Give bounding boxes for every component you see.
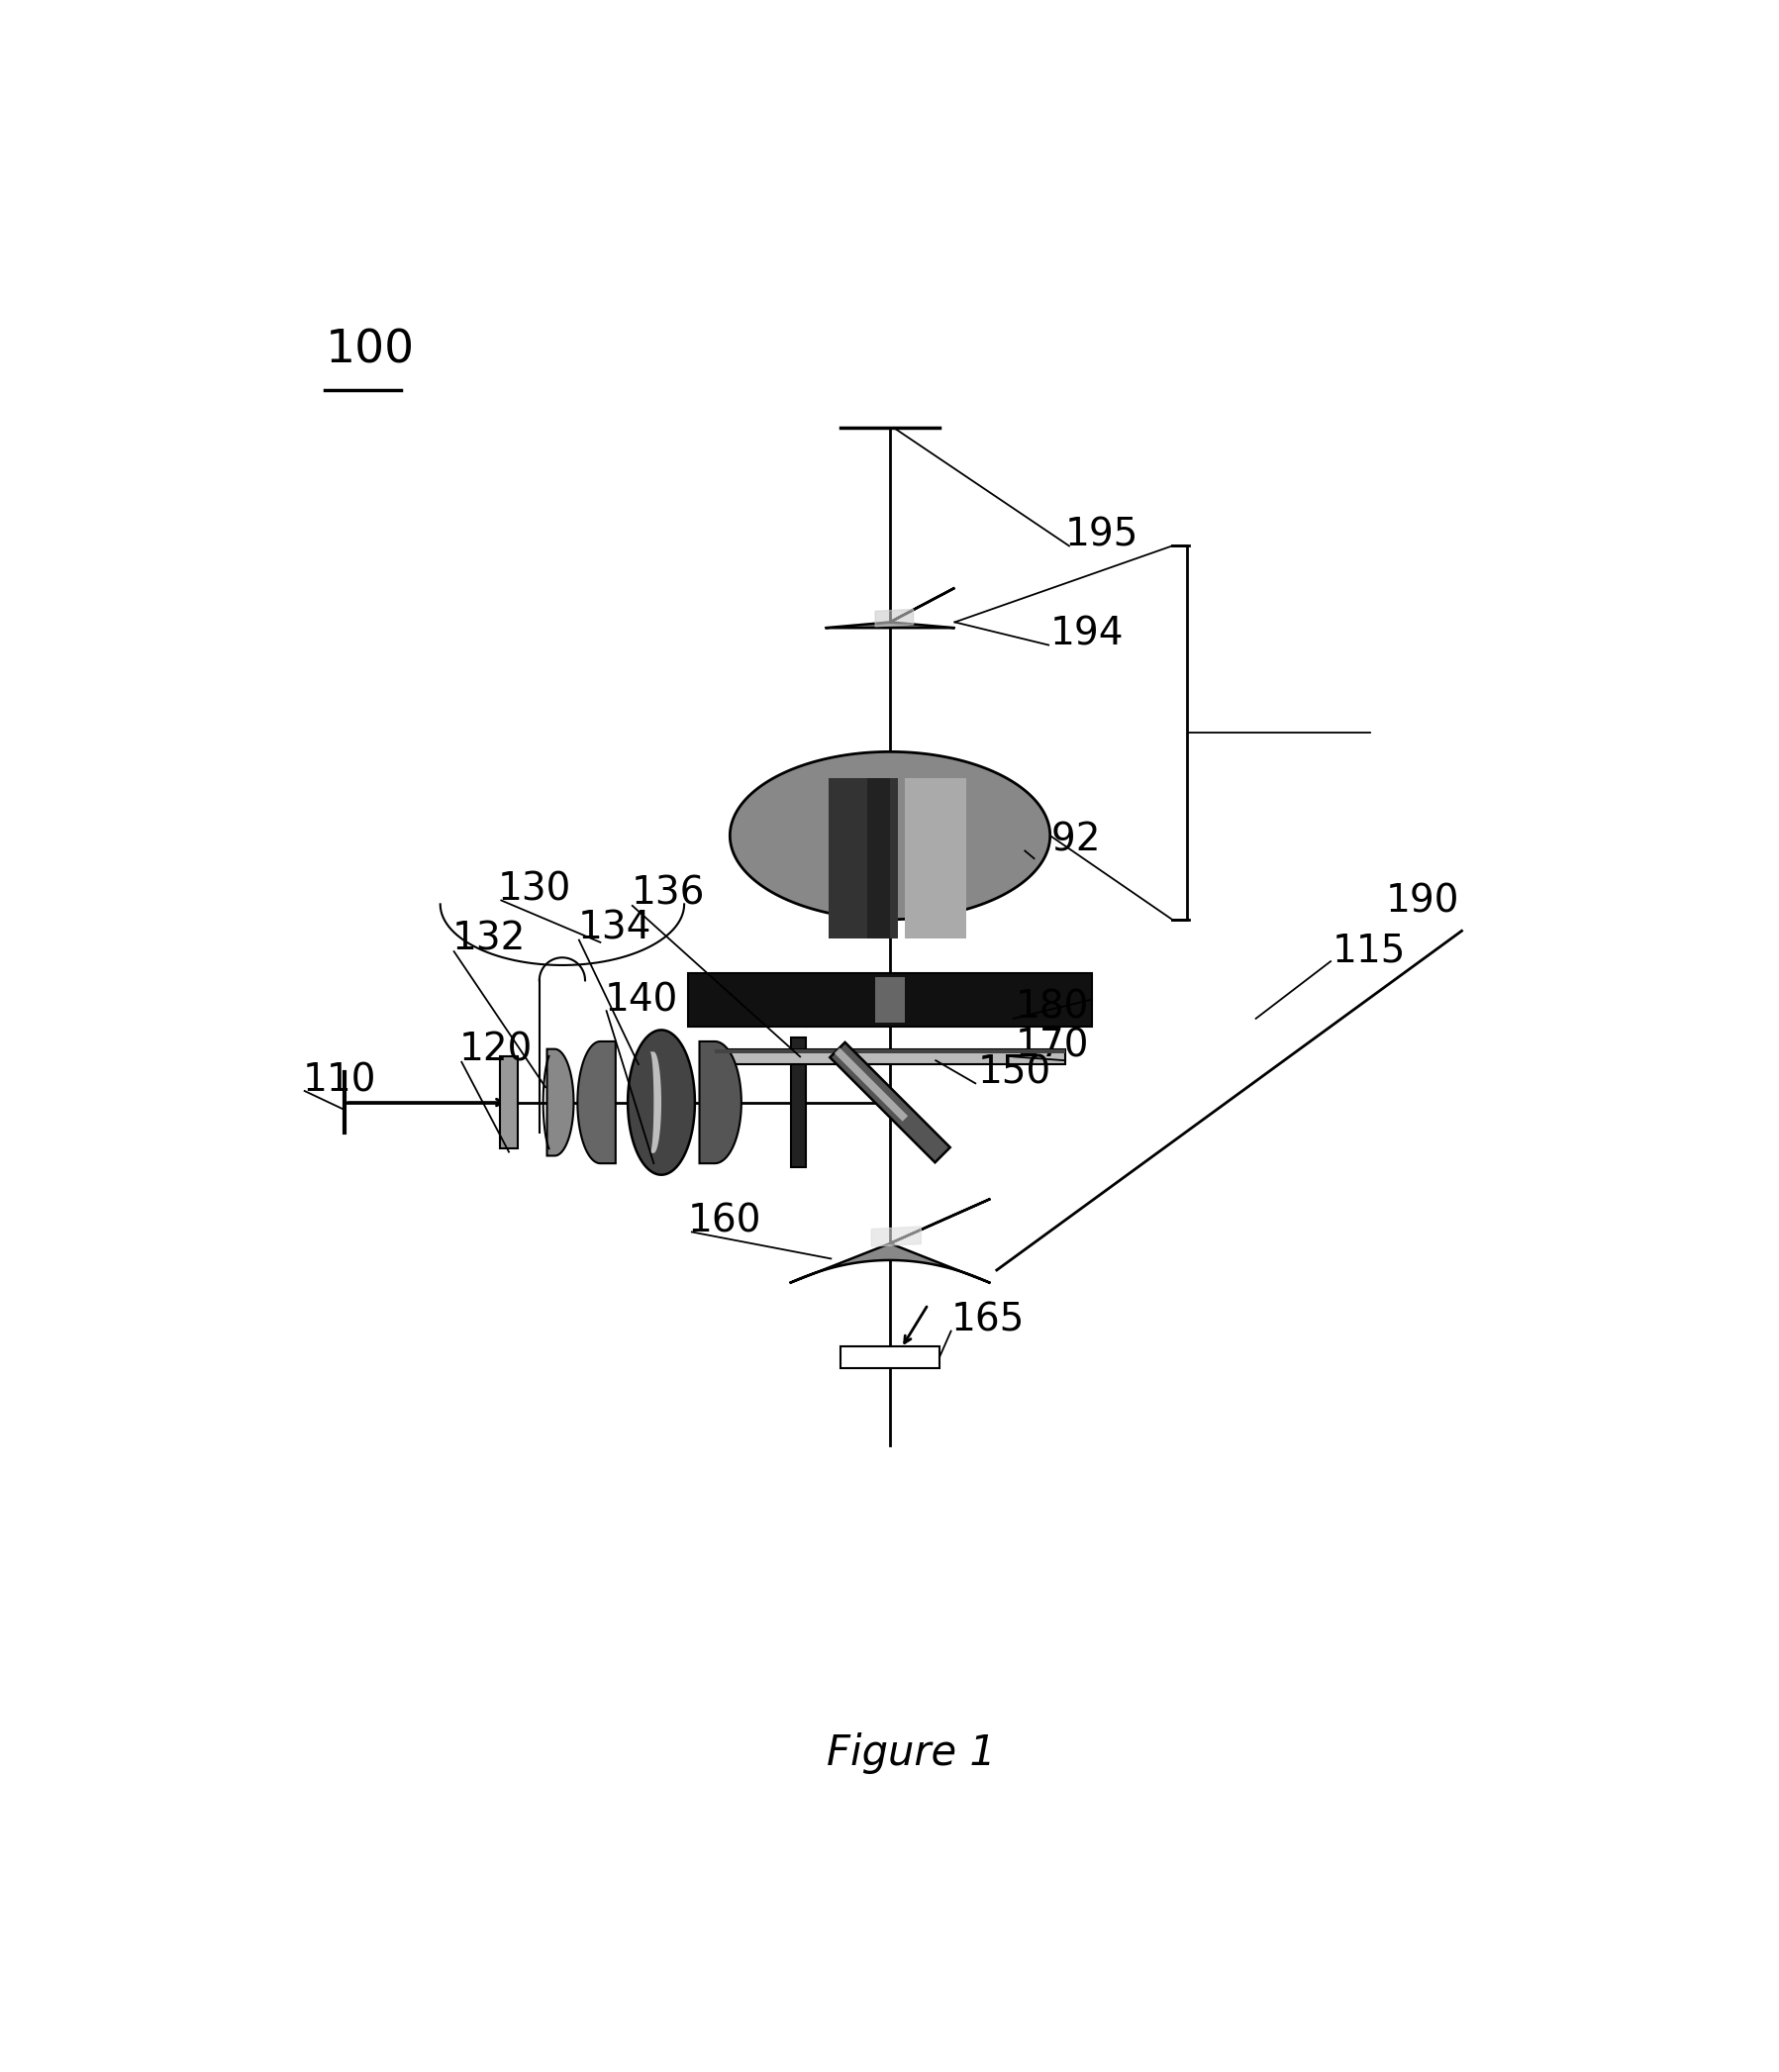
- Text: 192: 192: [1026, 821, 1101, 858]
- Polygon shape: [831, 1042, 950, 1162]
- Text: 115: 115: [1332, 932, 1405, 970]
- Bar: [875, 976, 906, 1021]
- Text: 136: 136: [632, 874, 704, 912]
- Polygon shape: [628, 1030, 696, 1175]
- Polygon shape: [825, 588, 955, 628]
- Text: 132: 132: [452, 920, 525, 957]
- Polygon shape: [834, 1048, 907, 1121]
- Bar: [500, 1057, 518, 1148]
- Text: 140: 140: [605, 982, 678, 1019]
- Text: 190: 190: [1386, 883, 1459, 920]
- Text: 120: 120: [459, 1030, 534, 1069]
- Text: 110: 110: [302, 1061, 377, 1098]
- Text: 170: 170: [1016, 1028, 1089, 1065]
- Bar: [866, 779, 890, 939]
- Bar: [688, 972, 1092, 1026]
- Bar: [840, 1347, 939, 1368]
- Bar: [792, 1038, 806, 1167]
- Text: 180: 180: [1016, 988, 1089, 1026]
- Polygon shape: [649, 1053, 662, 1154]
- Text: 160: 160: [688, 1202, 761, 1239]
- Polygon shape: [578, 1042, 616, 1162]
- Polygon shape: [729, 752, 1050, 920]
- Text: 194: 194: [1050, 615, 1124, 653]
- Text: 150: 150: [978, 1055, 1051, 1092]
- Bar: [715, 1048, 1066, 1053]
- Text: 195: 195: [1066, 516, 1139, 553]
- Text: 100: 100: [326, 327, 415, 373]
- Polygon shape: [699, 1042, 742, 1162]
- Text: 130: 130: [498, 870, 571, 908]
- Polygon shape: [790, 1200, 991, 1283]
- Text: Figure 1: Figure 1: [827, 1732, 996, 1774]
- Bar: [715, 1048, 1066, 1065]
- Bar: [906, 779, 966, 939]
- Polygon shape: [546, 1048, 573, 1156]
- Bar: [829, 779, 898, 939]
- Text: 165: 165: [952, 1301, 1025, 1339]
- Text: 134: 134: [578, 910, 651, 947]
